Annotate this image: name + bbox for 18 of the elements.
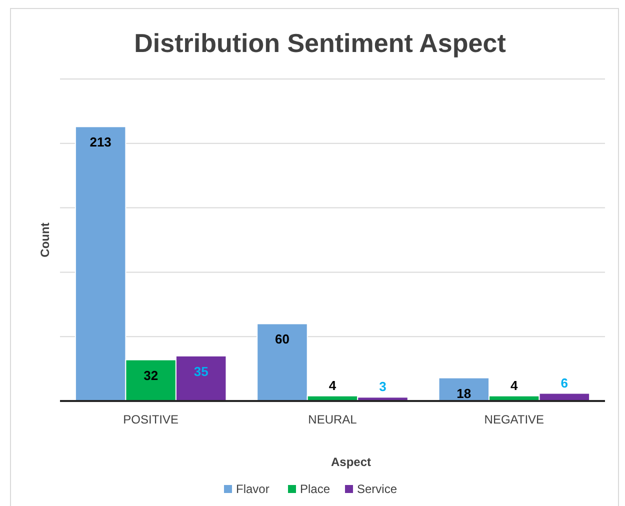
data-label: 4	[510, 378, 519, 393]
legend-label: Place	[300, 482, 330, 496]
chart-title: Distribution Sentiment Aspect	[134, 28, 506, 58]
data-label: 18	[456, 386, 472, 401]
legend-label: Service	[357, 482, 398, 496]
data-label: 6	[560, 375, 568, 390]
data-label: 32	[144, 368, 158, 383]
x-tick-label: NEGATIVE	[484, 412, 544, 427]
legend-label: Flavor	[236, 482, 270, 496]
data-label: 60	[275, 332, 290, 347]
y-axis-title: Count	[38, 222, 52, 258]
x-tick-label: NEURAL	[308, 412, 358, 427]
data-label: 4	[328, 378, 337, 393]
data-label: 35	[194, 364, 208, 379]
x-axis-title: Aspect	[330, 455, 372, 469]
data-label: 3	[379, 379, 386, 394]
data-label: 213	[90, 134, 112, 150]
x-tick-label: POSITIVE	[123, 412, 179, 427]
